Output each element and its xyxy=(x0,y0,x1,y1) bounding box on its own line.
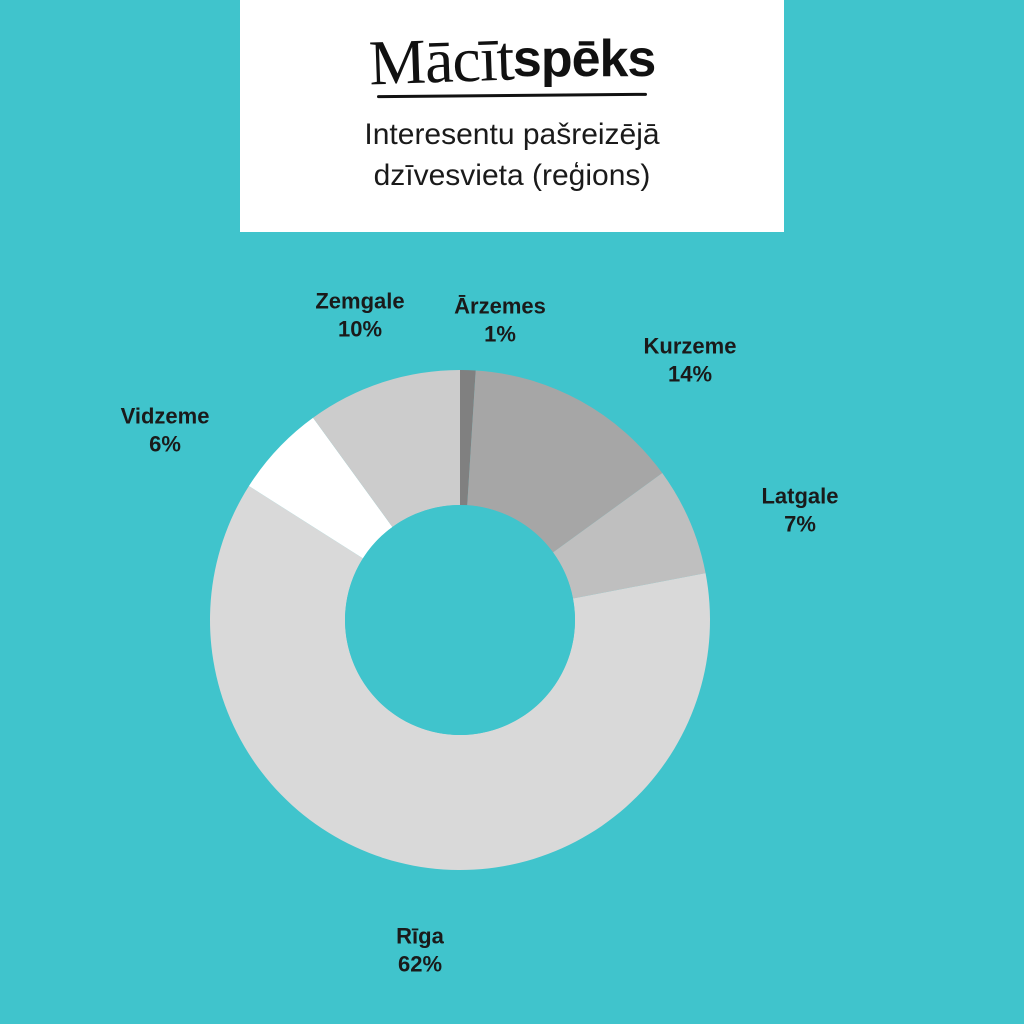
label-vidzeme: Vidzeme6% xyxy=(121,403,210,458)
label-kurzeme: Kurzeme14% xyxy=(644,333,737,388)
label-name: Rīga xyxy=(396,924,444,949)
label-value: 62% xyxy=(398,951,442,976)
donut-svg xyxy=(0,0,1024,1024)
label-value: 1% xyxy=(484,321,516,346)
label-rīga: Rīga62% xyxy=(396,923,444,978)
label-value: 6% xyxy=(149,431,181,456)
label-name: Vidzeme xyxy=(121,404,210,429)
label-zemgale: Zemgale10% xyxy=(315,288,404,343)
label-name: Kurzeme xyxy=(644,334,737,359)
label-latgale: Latgale7% xyxy=(761,483,838,538)
label-value: 14% xyxy=(668,361,712,386)
infographic-canvas: Mācītspēks Interesentu pašreizējā dzīves… xyxy=(0,0,1024,1024)
label-name: Ārzemes xyxy=(454,294,546,319)
donut-hole xyxy=(345,505,575,735)
label-value: 7% xyxy=(784,511,816,536)
donut-chart: Ārzemes1% Kurzeme14% Latgale7% Rīga62% Vidze… xyxy=(0,0,1024,1024)
label-value: 10% xyxy=(338,316,382,341)
label-name: Zemgale xyxy=(315,289,404,314)
label-ārzemes: Ārzemes1% xyxy=(454,293,546,348)
label-name: Latgale xyxy=(761,484,838,509)
